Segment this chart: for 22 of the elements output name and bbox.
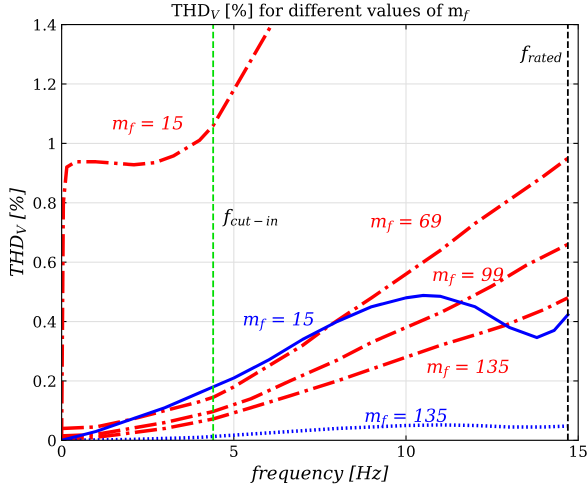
ref-line-label: f$_{cut−in}$: [222, 208, 278, 226]
x-tick-label: 5: [230, 446, 238, 458]
chart-title: THD$_{V}$ [%] for different values of m$_{f}$: [171, 4, 470, 22]
series-label: m$_{f}$ = 135: [427, 360, 509, 378]
y-axis-title: THD$_{V}$ [%]: [9, 188, 26, 276]
series-label: m$_{f}$ = 15: [112, 116, 183, 135]
y-tick-label: 0: [48, 434, 56, 446]
y-tick-label: 1.2: [34, 78, 56, 90]
ref-line-label: f$_{rated}$: [520, 46, 562, 64]
x-tick-label: 0: [58, 445, 66, 458]
y-tick-label: 0.8: [33, 197, 56, 209]
series-label: m$_{f}$ = 99: [433, 267, 504, 286]
series-label: m$_{f}$ = 15: [244, 312, 314, 331]
x-tick-label: 10: [398, 445, 415, 458]
y-tick-label: 1.4: [34, 19, 56, 31]
x-tick-label: 15: [570, 445, 587, 458]
y-tick-label: 0.6: [33, 256, 56, 268]
y-tick-label: 1: [48, 138, 55, 150]
x-axis-title: frequency [Hz]: [250, 466, 388, 484]
y-tick-label: 0.4: [33, 316, 56, 328]
y-tick-label: 0.2: [33, 375, 56, 387]
series-label: m$_{f}$ = 69: [371, 214, 442, 233]
